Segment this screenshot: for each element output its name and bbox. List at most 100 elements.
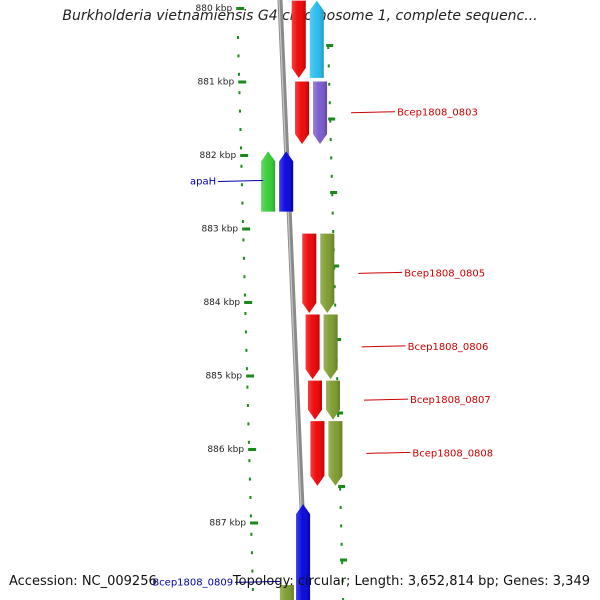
- minor-tick: [237, 54, 240, 58]
- minor-tick: [327, 46, 330, 49]
- gene-layer: [261, 0, 343, 600]
- minor-tick: [243, 293, 246, 297]
- gene-feature[interactable]: [308, 380, 323, 420]
- minor-tick: [341, 579, 344, 583]
- gene-feature[interactable]: [279, 151, 294, 212]
- minor-tick: [239, 146, 242, 150]
- gene-feature[interactable]: [313, 81, 328, 144]
- minor-tick: [242, 238, 245, 242]
- minor-tick: [334, 303, 337, 307]
- gene-feature[interactable]: [279, 584, 294, 600]
- tick-label: 886 kbp: [207, 445, 244, 455]
- minor-tick: [242, 256, 245, 260]
- minor-tick: [246, 385, 249, 389]
- minor-tick: [246, 404, 249, 407]
- gene-label-leader: [358, 271, 403, 274]
- tick-label: 881 kbp: [198, 78, 235, 88]
- major-tick: [340, 558, 348, 562]
- gene-feature[interactable]: [320, 233, 335, 314]
- tick-label: 884 kbp: [203, 298, 240, 308]
- minor-tick: [328, 82, 331, 86]
- tick-label: 885 kbp: [205, 372, 242, 382]
- minor-tick: [243, 275, 246, 279]
- minor-tick: [245, 348, 248, 352]
- gene-label-leader: [361, 345, 406, 348]
- minor-tick: [341, 561, 344, 565]
- minor-tick: [332, 230, 335, 233]
- minor-tick: [240, 183, 243, 187]
- minor-tick: [339, 487, 342, 491]
- minor-tick: [328, 101, 331, 105]
- major-tick: [240, 154, 249, 157]
- major-tick: [326, 44, 334, 47]
- minor-tick: [331, 193, 334, 197]
- major-tick: [244, 301, 253, 304]
- gene-feature[interactable]: [309, 0, 324, 78]
- gene-label[interactable]: Bcep1808_0806: [408, 342, 489, 353]
- minor-tick: [240, 164, 243, 168]
- major-tick: [248, 448, 257, 451]
- tick-label: 880 kbp: [196, 4, 233, 14]
- tick-label: 887 kbp: [209, 519, 246, 529]
- minor-tick: [241, 220, 244, 223]
- topology-label: Topology: circular; Length: 3,652,814 bp…: [232, 574, 590, 589]
- major-tick: [246, 374, 255, 378]
- gene-label-leader: [218, 179, 264, 182]
- gene-label[interactable]: Bcep1808_0807: [410, 395, 491, 406]
- minor-tick: [247, 422, 250, 426]
- minor-tick: [329, 119, 332, 123]
- gene-feature[interactable]: [302, 233, 317, 314]
- label-layer: Bcep1808_0803 apaH Bcep1808_0805 Bcep1808_0…: [152, 108, 493, 589]
- minor-tick: [244, 312, 247, 315]
- major-tick: [332, 264, 340, 268]
- tick-label: 883 kbp: [201, 225, 238, 235]
- minor-tick: [238, 109, 241, 113]
- gene-feature[interactable]: [261, 151, 276, 212]
- minor-tick: [330, 174, 333, 178]
- gene-label[interactable]: Bcep1808_0809: [152, 577, 233, 588]
- gene-label[interactable]: apaH: [190, 176, 216, 187]
- minor-tick: [251, 588, 254, 591]
- gene-label-leader: [363, 398, 409, 401]
- gene-feature[interactable]: [328, 421, 343, 486]
- major-tick: [238, 80, 247, 84]
- major-tick: [338, 485, 346, 488]
- gene-feature[interactable]: [323, 314, 338, 380]
- gene-feature[interactable]: [296, 504, 311, 600]
- minor-tick: [241, 201, 244, 205]
- minor-tick: [333, 285, 336, 289]
- tick-label: 882 kbp: [199, 151, 236, 161]
- minor-tick: [239, 128, 242, 131]
- minor-tick: [245, 367, 248, 371]
- gene-label[interactable]: Bcep1808_0808: [412, 448, 493, 459]
- minor-tick: [236, 36, 239, 39]
- minor-tick: [330, 156, 333, 160]
- gene-label[interactable]: Bcep1808_0803: [397, 108, 478, 119]
- major-tick: [334, 338, 342, 341]
- minor-tick: [327, 64, 330, 68]
- gene-feature[interactable]: [295, 81, 310, 144]
- minor-tick: [250, 532, 253, 536]
- gene-feature[interactable]: [310, 421, 325, 486]
- minor-tick: [342, 598, 345, 600]
- gene-feature[interactable]: [305, 314, 320, 380]
- minor-tick: [248, 477, 251, 481]
- minor-tick: [340, 542, 343, 546]
- gene-label-leader: [366, 451, 411, 454]
- accession-label: Accession: NC_009256: [9, 574, 157, 589]
- minor-tick: [238, 91, 241, 95]
- major-tick: [250, 521, 259, 525]
- gene-feature[interactable]: [326, 380, 341, 420]
- minor-tick: [331, 211, 334, 215]
- minor-tick: [337, 414, 340, 417]
- gene-label[interactable]: Bcep1808_0805: [404, 268, 485, 279]
- gene-label-leader: [351, 111, 396, 114]
- minor-tick: [247, 440, 250, 444]
- gene-label-leader: [235, 580, 281, 583]
- minor-tick: [251, 569, 254, 573]
- minor-tick: [249, 514, 252, 518]
- gene-feature[interactable]: [291, 0, 306, 78]
- minor-tick: [336, 377, 339, 381]
- minor-tick: [237, 72, 240, 76]
